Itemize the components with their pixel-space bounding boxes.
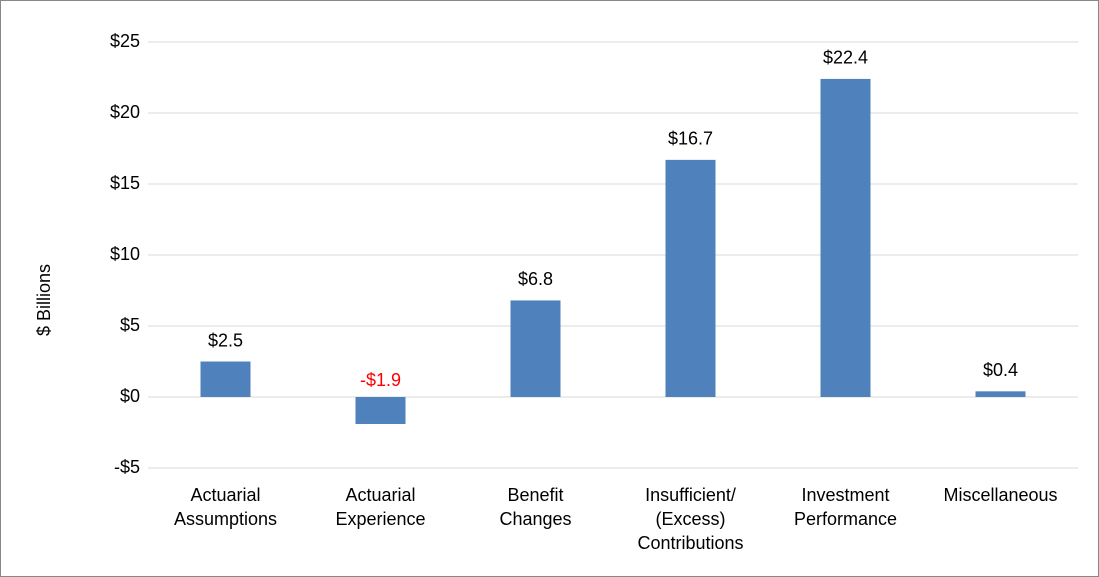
value-label: $6.8 [518, 269, 553, 289]
y-tick-label: $20 [110, 102, 140, 122]
y-tick-label: $25 [110, 31, 140, 51]
y-tick-label: $0 [120, 386, 140, 406]
value-label: $22.4 [823, 48, 868, 68]
value-label: $0.4 [983, 360, 1018, 380]
x-tick-label: Actuarial [190, 485, 260, 505]
x-tick-label: Investment [801, 485, 889, 505]
value-label: -$1.9 [360, 370, 401, 390]
bar [975, 391, 1026, 397]
x-tick-label: Assumptions [174, 509, 277, 529]
x-tick-label: Changes [499, 509, 571, 529]
x-tick-label: Experience [335, 509, 425, 529]
y-tick-label: $15 [110, 173, 140, 193]
x-tick-label: (Excess) [655, 509, 725, 529]
bar [200, 361, 251, 397]
x-tick-label: Performance [794, 509, 897, 529]
x-tick-label: Actuarial [345, 485, 415, 505]
bar [820, 78, 871, 398]
x-tick-label: Benefit [507, 485, 563, 505]
y-tick-label: $5 [120, 315, 140, 335]
x-tick-label: Miscellaneous [943, 485, 1057, 505]
bar [355, 397, 406, 424]
bar [665, 159, 716, 397]
value-label: $2.5 [208, 330, 243, 350]
x-tick-label: Insufficient/ [645, 485, 736, 505]
y-tick-label: -$5 [114, 457, 140, 477]
y-axis-label: $ Billions [34, 264, 54, 336]
x-tick-label: Contributions [637, 533, 743, 553]
bar [510, 300, 561, 397]
value-label: $16.7 [668, 129, 713, 149]
y-tick-label: $10 [110, 244, 140, 264]
